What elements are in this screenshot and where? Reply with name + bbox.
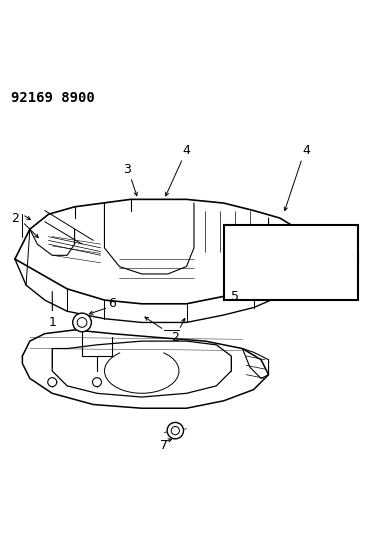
Text: 92169 8900: 92169 8900: [11, 91, 95, 105]
Text: 2: 2: [171, 331, 179, 344]
Circle shape: [167, 423, 184, 439]
Circle shape: [171, 426, 179, 435]
Text: 6: 6: [108, 297, 116, 310]
FancyBboxPatch shape: [224, 225, 358, 300]
Text: 5: 5: [231, 290, 239, 303]
Circle shape: [73, 313, 91, 332]
Circle shape: [77, 318, 87, 327]
Text: 4: 4: [302, 144, 310, 157]
Text: 7: 7: [160, 439, 168, 452]
Text: 3: 3: [123, 163, 131, 176]
Circle shape: [48, 378, 57, 386]
Circle shape: [93, 378, 101, 386]
Text: 2: 2: [11, 212, 19, 224]
Text: 1: 1: [48, 292, 56, 329]
Text: 4: 4: [182, 144, 191, 157]
